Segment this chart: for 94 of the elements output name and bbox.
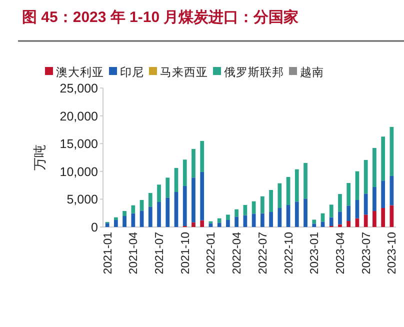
y-tick-label: 25,000 xyxy=(60,82,98,96)
y-axis-title: 万吨 xyxy=(32,144,47,170)
bar xyxy=(329,217,334,226)
bar xyxy=(166,178,170,198)
bar xyxy=(364,194,368,215)
bar xyxy=(260,196,264,214)
bar xyxy=(346,206,351,221)
bar xyxy=(278,208,282,227)
bar xyxy=(269,212,273,227)
bar xyxy=(174,192,178,227)
bar xyxy=(294,202,299,227)
bar xyxy=(131,205,136,214)
y-tick-label: 15,000 xyxy=(60,137,98,152)
bar xyxy=(234,216,239,227)
x-tick-label: 2021-01 xyxy=(102,232,114,274)
bar xyxy=(294,169,299,202)
x-tick-label: 2023-01 xyxy=(309,232,322,274)
bar xyxy=(338,194,342,212)
bar xyxy=(157,202,161,227)
bar xyxy=(217,222,222,227)
bar xyxy=(372,148,376,187)
bar xyxy=(174,168,178,192)
bar xyxy=(390,205,394,227)
bar xyxy=(200,140,204,172)
y-tick-label: 20,000 xyxy=(60,109,98,124)
bar xyxy=(182,160,187,186)
bar xyxy=(312,224,316,227)
bar xyxy=(381,136,386,181)
bar xyxy=(355,171,360,200)
bar xyxy=(338,212,342,224)
bar xyxy=(304,198,308,227)
bar xyxy=(286,204,290,227)
bar xyxy=(200,220,204,227)
bar xyxy=(364,160,368,194)
bar xyxy=(217,218,222,223)
chart-title: 图 45：2023 年 1-10 月煤炭进口：分国家 xyxy=(22,8,299,26)
bar xyxy=(260,213,264,227)
bar xyxy=(114,220,118,227)
bar xyxy=(148,192,152,207)
legend-label: 印尼 xyxy=(120,66,144,79)
bar xyxy=(355,200,360,218)
bar xyxy=(372,210,376,227)
bar xyxy=(390,176,394,206)
bar xyxy=(304,162,308,199)
bar xyxy=(346,220,351,227)
bar xyxy=(122,210,126,216)
bar xyxy=(269,190,273,212)
bar xyxy=(140,210,144,227)
bar xyxy=(278,183,282,208)
bar xyxy=(364,214,368,227)
bar xyxy=(320,222,325,227)
bar xyxy=(234,209,239,217)
legend-label: 俄罗斯联邦 xyxy=(224,66,284,79)
x-tick-label: 2022-04 xyxy=(232,231,244,274)
bar xyxy=(372,186,376,211)
bar xyxy=(122,216,126,227)
bar xyxy=(105,223,110,227)
bar xyxy=(192,222,196,227)
bar xyxy=(114,217,118,220)
bar xyxy=(226,214,230,220)
bar xyxy=(182,186,187,226)
legend-label: 澳大利亚 xyxy=(56,66,104,79)
bar xyxy=(346,182,351,206)
x-tick-label: 2023-07 xyxy=(360,232,373,274)
x-tick-label: 2021-10 xyxy=(180,232,192,274)
bar xyxy=(148,206,152,227)
x-tick-label: 2023-10 xyxy=(386,232,399,274)
bar xyxy=(252,214,256,227)
x-tick-label: 2021-07 xyxy=(154,232,166,274)
bar xyxy=(329,204,334,218)
y-tick-label: 5,000 xyxy=(66,192,98,207)
bar xyxy=(226,220,230,227)
legend-label: 越南 xyxy=(300,66,324,79)
bar xyxy=(192,178,196,222)
y-tick-label: 0 xyxy=(91,220,98,234)
bar xyxy=(381,208,386,227)
bar xyxy=(338,224,342,227)
bar xyxy=(286,176,290,205)
bar xyxy=(192,148,196,178)
bar xyxy=(131,213,136,227)
bar xyxy=(157,184,161,202)
bar xyxy=(243,204,248,216)
x-tick-label: 2022-01 xyxy=(206,232,218,274)
bar xyxy=(166,198,170,227)
bar xyxy=(381,180,386,208)
x-tick-label: 2021-04 xyxy=(128,231,140,274)
x-tick-label: 2023-04 xyxy=(334,231,347,274)
bar xyxy=(390,126,394,176)
bar xyxy=(200,172,204,220)
bar xyxy=(312,220,316,224)
x-tick-label: 2022-07 xyxy=(257,232,270,274)
legend-label: 马来西亚 xyxy=(160,66,208,79)
x-tick-label: 2022-10 xyxy=(283,232,296,274)
y-tick-label: 10,000 xyxy=(60,164,98,179)
